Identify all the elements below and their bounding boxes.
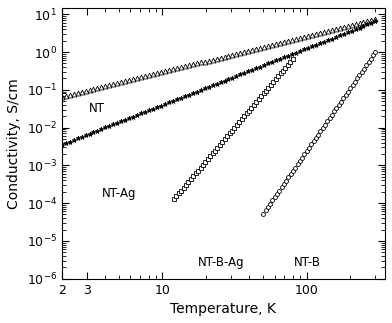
Text: NT-Ag: NT-Ag bbox=[102, 187, 136, 200]
Text: NT-B: NT-B bbox=[294, 256, 321, 269]
Text: NT-B-Ag: NT-B-Ag bbox=[198, 256, 244, 269]
Text: NT: NT bbox=[89, 102, 105, 115]
X-axis label: Temperature, K: Temperature, K bbox=[171, 302, 276, 316]
Y-axis label: Conductivity, S/cm: Conductivity, S/cm bbox=[7, 78, 21, 209]
